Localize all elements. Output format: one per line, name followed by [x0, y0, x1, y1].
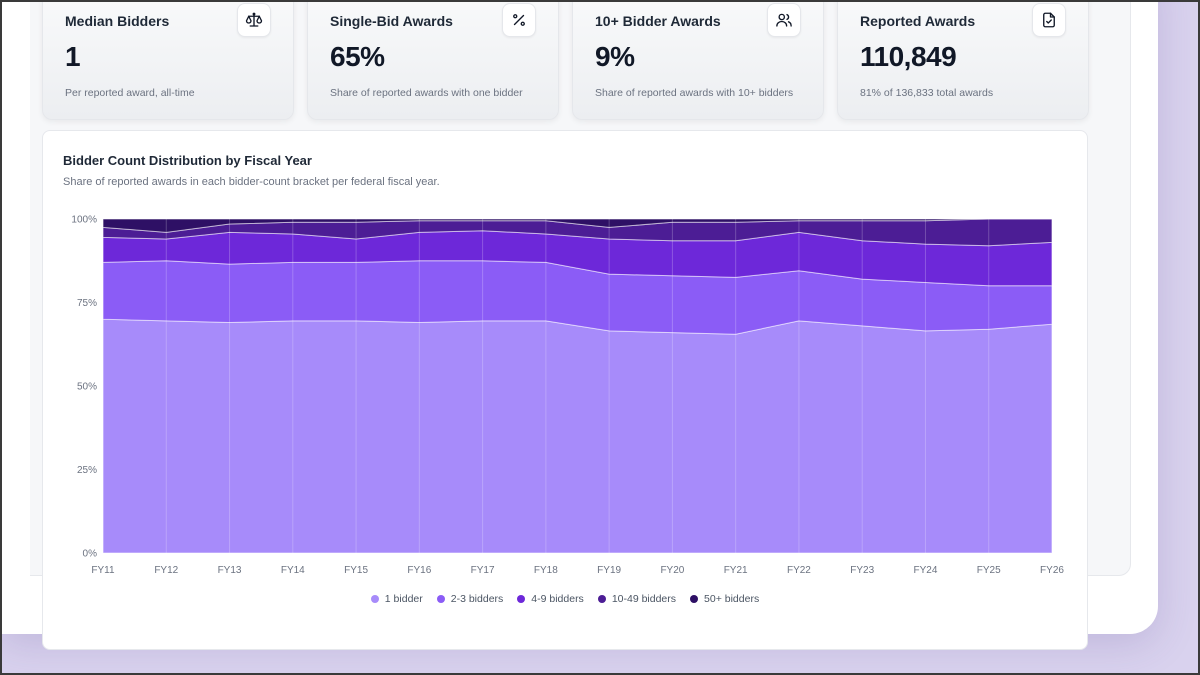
- x-tick-label: FY13: [218, 565, 242, 576]
- card-subtitle: 81% of 136,833 total awards: [860, 87, 994, 99]
- x-tick-label: FY24: [914, 565, 938, 576]
- scale-icon: [237, 3, 271, 37]
- x-tick-label: FY16: [407, 565, 431, 576]
- median-bidders-card: Median Bidders 1 Per reported award, all…: [42, 0, 294, 120]
- card-subtitle: Share of reported awards with 10+ bidder…: [595, 87, 794, 99]
- x-tick-label: FY14: [281, 565, 305, 576]
- chart-legend: 1 bidder 2-3 bidders 4-9 bidders 10-49 bidd…: [43, 593, 1087, 605]
- card-subtitle: Per reported award, all-time: [65, 87, 195, 99]
- single-bid-awards-card: Single-Bid Awards 65% Share of reported …: [307, 0, 559, 120]
- legend-swatch: [370, 595, 379, 603]
- legend-label: 2-3 bidders: [450, 593, 504, 605]
- legend-swatch: [597, 595, 606, 603]
- x-tick-label: FY20: [660, 565, 684, 576]
- x-tick-label: FY12: [154, 565, 178, 576]
- x-tick-label: FY25: [977, 565, 1001, 576]
- card-value: 1: [65, 41, 81, 72]
- x-tick-label: FY26: [1040, 565, 1064, 576]
- area-series-50-bidders: [102, 218, 1052, 233]
- card-title: 10+ Bidder Awards: [595, 13, 721, 29]
- card-value: 110,849: [860, 41, 957, 72]
- legend-label: 4-9 bidders: [531, 593, 584, 605]
- x-tick-label: FY23: [850, 565, 874, 576]
- card-value: 9%: [595, 41, 635, 72]
- card-subtitle: Share of reported awards with one bidder: [330, 87, 523, 99]
- x-tick-label: FY21: [724, 565, 748, 576]
- legend-swatch: [690, 595, 699, 603]
- card-title: Reported Awards: [860, 13, 976, 29]
- chart-title: Bidder Count Distribution by Fiscal Year: [63, 153, 312, 168]
- card-value: 65%: [330, 41, 385, 72]
- x-tick-label: FY18: [534, 565, 558, 576]
- legend-item-2-3-bidders[interactable]: 2-3 bidders: [436, 593, 504, 605]
- percent-icon: [502, 3, 536, 37]
- reported-awards-card: Reported Awards 110,849 81% of 136,833 t…: [837, 0, 1089, 120]
- card-title: Single-Bid Awards: [330, 13, 453, 29]
- y-tick-label: 0%: [83, 549, 98, 560]
- area-series-1-bidder: [102, 318, 1053, 554]
- legend-item-4-9-bidders[interactable]: 4-9 bidders: [517, 593, 584, 605]
- x-tick-label: FY19: [597, 565, 621, 576]
- legend-label: 1 bidder: [384, 593, 423, 605]
- card-title: Median Bidders: [65, 13, 170, 29]
- file-check-icon: [1032, 3, 1066, 37]
- legend-item-1-bidder[interactable]: 1 bidder: [370, 593, 423, 605]
- legend-swatch: [436, 595, 445, 603]
- legend-label: 50+ bidders: [704, 593, 760, 605]
- legend-swatch: [517, 595, 526, 603]
- y-tick-label: 100%: [71, 215, 97, 226]
- bidder-distribution-chart-card: Bidder Count Distribution by Fiscal Year…: [42, 130, 1088, 650]
- x-tick-label: FY22: [787, 565, 811, 576]
- legend-label: 10-49 bidders: [611, 593, 677, 605]
- x-tick-label: FY15: [344, 565, 368, 576]
- y-tick-label: 50%: [77, 382, 97, 393]
- legend-item-50-bidders[interactable]: 50+ bidders: [690, 593, 759, 605]
- stacked-area-chart: 0% 25% 50% 75% 100% FY11 FY12 FY13 FY14 FY15 FY16 F…: [71, 215, 1064, 577]
- x-tick-label: FY17: [471, 565, 495, 576]
- legend-item-10-49-bidders[interactable]: 10-49 bidders: [597, 593, 677, 605]
- ten-plus-bidder-awards-card: 10+ Bidder Awards 9% Share of reported a…: [572, 0, 824, 120]
- y-tick-label: 25%: [77, 465, 97, 476]
- y-tick-label: 75%: [77, 298, 97, 309]
- x-tick-label: FY11: [91, 565, 115, 576]
- chart-subtitle: Share of reported awards in each bidder-…: [63, 176, 440, 188]
- users-icon: [767, 3, 801, 37]
